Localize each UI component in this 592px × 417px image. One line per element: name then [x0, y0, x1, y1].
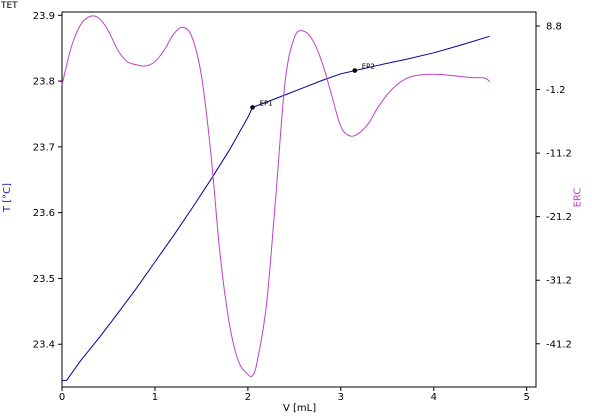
x-tick-label: 1 [152, 392, 158, 403]
x-axis-label: V [mL] [283, 403, 317, 414]
y-left-tick-label: 23.5 [33, 274, 55, 285]
plot-frame [61, 11, 537, 388]
y-right-tick-label: 8.8 [546, 21, 562, 32]
y-left-tick-label: 23.6 [33, 208, 55, 219]
y-right-tick-label: -11.2 [546, 149, 572, 160]
endpoint-label: EP2 [362, 63, 375, 71]
x-tick-label: 0 [59, 392, 65, 403]
endpoint-label: EP1 [260, 99, 273, 107]
erc-series-line [61, 15, 490, 378]
x-tick-label: 4 [431, 392, 437, 403]
y-left-tick-label: 23.8 [33, 77, 55, 88]
y-right-tick-label: -41.2 [546, 339, 572, 350]
y-left-tick-label: 23.4 [33, 340, 55, 351]
y-right-tick-label: -1.2 [546, 85, 566, 96]
y-right-tick-label: -31.2 [546, 276, 572, 287]
y-left-tick-label: 23.7 [33, 142, 55, 153]
temperature-series-line [62, 35, 490, 381]
y-right-tick-label: -21.2 [546, 212, 572, 223]
endpoint-marker [352, 68, 358, 73]
endpoint-marker [250, 105, 255, 110]
x-tick-label: 2 [245, 392, 251, 403]
chart-title: TET [1, 1, 18, 11]
y-left-tick-label: 23.9 [33, 11, 55, 22]
y-axis-left-label: T [°C] [2, 182, 14, 213]
x-tick-label: 3 [338, 392, 344, 403]
x-tick-label: 5 [524, 392, 530, 403]
y-axis-right-label: ERC [572, 187, 584, 208]
